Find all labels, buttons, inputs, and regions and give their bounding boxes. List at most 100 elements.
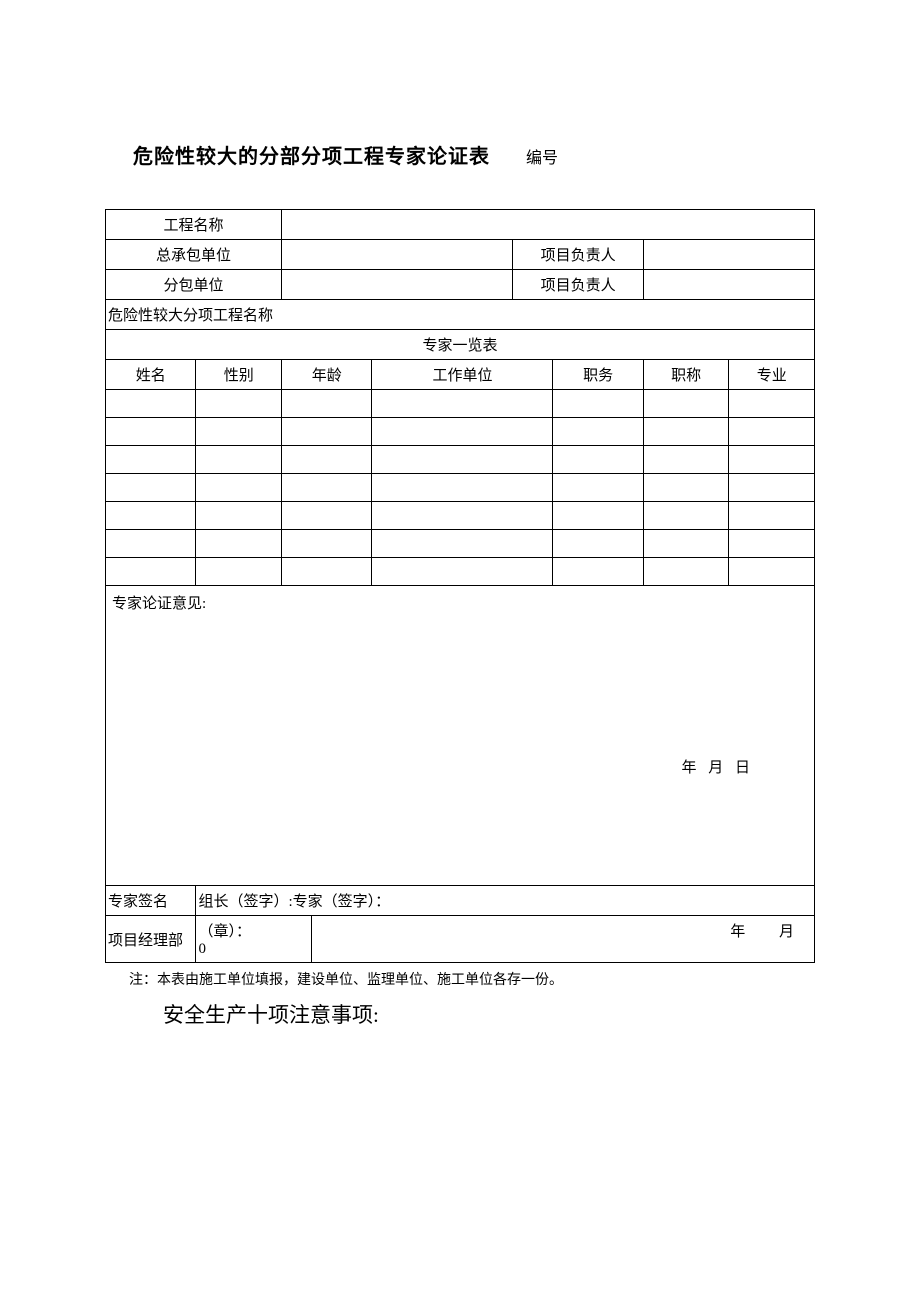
dept-extra: 0 <box>198 941 206 957</box>
opinion-label: 专家论证意见: <box>112 596 206 612</box>
gc-manager-label: 项目负责人 <box>513 240 644 270</box>
dept-date-text: 年 月 <box>730 920 794 941</box>
experts-list-title: 专家一览表 <box>106 330 815 360</box>
cell-workplace <box>372 446 553 474</box>
subtitle: 安全生产十项注意事项: <box>105 999 815 1029</box>
expert-row <box>106 558 815 586</box>
expert-row <box>106 418 815 446</box>
gc-manager-value <box>643 240 814 270</box>
expert-header-row: 姓名 性别 年龄 工作单位 职务 职称 专业 <box>106 360 815 390</box>
opinion-date: 年 月 日 <box>681 756 754 777</box>
col-gender: 性别 <box>196 360 281 390</box>
cell-name <box>106 446 196 474</box>
cell-workplace <box>372 418 553 446</box>
expert-row <box>106 390 815 418</box>
project-name-label: 工程名称 <box>106 210 282 240</box>
col-name: 姓名 <box>106 360 196 390</box>
cell-title <box>643 474 728 502</box>
cell-age <box>281 502 371 530</box>
cell-workplace <box>372 558 553 586</box>
expert-row <box>106 474 815 502</box>
cell-major <box>729 446 815 474</box>
project-name-row: 工程名称 <box>106 210 815 240</box>
sc-manager-label: 项目负责人 <box>513 270 644 300</box>
cell-position <box>553 446 643 474</box>
cell-major <box>729 558 815 586</box>
general-contractor-row: 总承包单位 项目负责人 <box>106 240 815 270</box>
signature-row: 专家签名 组长（签字）:专家（签字）： <box>106 886 815 916</box>
col-workplace: 工作单位 <box>372 360 553 390</box>
cell-major <box>729 502 815 530</box>
cell-name <box>106 418 196 446</box>
cell-position <box>553 530 643 558</box>
cell-name <box>106 530 196 558</box>
cell-position <box>553 474 643 502</box>
cell-major <box>729 418 815 446</box>
cell-title <box>643 446 728 474</box>
signature-content: 组长（签字）:专家（签字）： <box>196 886 815 916</box>
document-page: 危险性较大的分部分项工程专家论证表 编号 工程名称 总承包单位 项目负责人 <box>0 0 920 1029</box>
expert-row <box>106 502 815 530</box>
cell-age <box>281 418 371 446</box>
cell-age <box>281 390 371 418</box>
opinion-cell: 专家论证意见: 年 月 日 <box>106 586 815 886</box>
cell-major <box>729 530 815 558</box>
cell-gender <box>196 530 281 558</box>
cell-age <box>281 446 371 474</box>
sc-manager-value <box>643 270 814 300</box>
dept-month: 月 <box>779 924 794 940</box>
project-name-value <box>281 210 814 240</box>
cell-major <box>729 390 815 418</box>
col-major: 专业 <box>729 360 815 390</box>
expert-row <box>106 446 815 474</box>
subcontractor-label: 分包单位 <box>106 270 282 300</box>
risk-item-label: 危险性较大分项工程名称 <box>106 300 815 330</box>
cell-gender <box>196 390 281 418</box>
cell-name <box>106 558 196 586</box>
numbering-label: 编号 <box>526 144 558 168</box>
cell-workplace <box>372 474 553 502</box>
dept-seal: （章）： 0 <box>196 916 312 963</box>
form-note: 注：本表由施工单位填报，建设单位、监理单位、施工单位各存一份。 <box>105 969 815 989</box>
col-position: 职务 <box>553 360 643 390</box>
subcontractor-value <box>281 270 512 300</box>
cell-gender <box>196 474 281 502</box>
subcontractor-row: 分包单位 项目负责人 <box>106 270 815 300</box>
col-age: 年龄 <box>281 360 371 390</box>
dept-label: 项目经理部 <box>106 916 196 963</box>
cell-gender <box>196 418 281 446</box>
cell-name <box>106 502 196 530</box>
form-table: 工程名称 总承包单位 项目负责人 分包单位 项目负责人 危险性较大分项工程名称 … <box>105 209 815 963</box>
cell-workplace <box>372 502 553 530</box>
dept-seal-text: （章）： <box>198 924 251 940</box>
cell-age <box>281 530 371 558</box>
cell-position <box>553 558 643 586</box>
general-contractor-value <box>281 240 512 270</box>
opinion-row: 专家论证意见: 年 月 日 <box>106 586 815 886</box>
cell-title <box>643 558 728 586</box>
cell-major <box>729 474 815 502</box>
cell-title <box>643 418 728 446</box>
col-title: 职称 <box>643 360 728 390</box>
cell-gender <box>196 502 281 530</box>
cell-age <box>281 558 371 586</box>
cell-name <box>106 390 196 418</box>
cell-gender <box>196 558 281 586</box>
cell-gender <box>196 446 281 474</box>
cell-workplace <box>372 530 553 558</box>
general-contractor-label: 总承包单位 <box>106 240 282 270</box>
cell-age <box>281 474 371 502</box>
risk-item-row: 危险性较大分项工程名称 <box>106 300 815 330</box>
experts-list-title-row: 专家一览表 <box>106 330 815 360</box>
cell-position <box>553 502 643 530</box>
cell-workplace <box>372 390 553 418</box>
dept-year: 年 <box>730 924 745 940</box>
title-row: 危险性较大的分部分项工程专家论证表 编号 <box>105 140 815 169</box>
signature-label: 专家签名 <box>106 886 196 916</box>
dept-row: 项目经理部 （章）： 0 年 月 <box>106 916 815 963</box>
dept-date-cell: 年 月 <box>312 916 815 963</box>
cell-position <box>553 390 643 418</box>
expert-row <box>106 530 815 558</box>
cell-position <box>553 418 643 446</box>
cell-name <box>106 474 196 502</box>
